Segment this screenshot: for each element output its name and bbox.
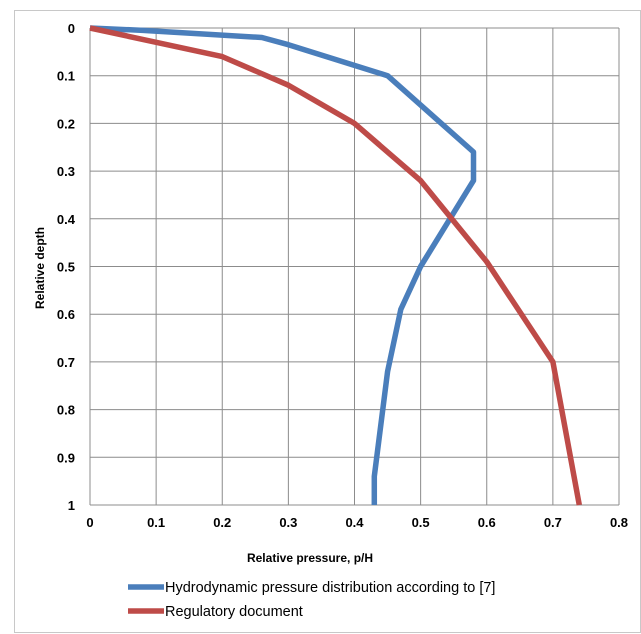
x-tick-label: 0.2	[213, 515, 231, 530]
legend-label: Hydrodynamic pressure distribution accor…	[165, 580, 495, 596]
series-lines	[89, 25, 583, 506]
y-tick-label: 0.2	[57, 116, 75, 131]
y-tick-label: 0.3	[57, 164, 75, 179]
y-tick-label: 0.1	[57, 69, 75, 84]
y-tick-label: 1	[68, 498, 75, 513]
y-tick-label: 0.5	[57, 260, 75, 275]
x-tick-label: 0.6	[478, 515, 496, 530]
y-tick-label: 0.9	[57, 450, 75, 465]
y-tick-label: 0.8	[57, 403, 75, 418]
x-tick-label: 0.8	[610, 515, 628, 530]
series-line-2	[89, 25, 583, 506]
y-tick-labels: 0 0.1 0.2 0.3 0.4 0.5 0.6 0.7 0.8 0.9 1	[57, 21, 76, 513]
y-tick-label: 0	[68, 21, 75, 36]
y-tick-label: 0.6	[57, 307, 75, 322]
x-axis-title: Relative pressure, p/H	[247, 551, 373, 565]
y-axis-title: Relative depth	[33, 227, 47, 309]
legend: Hydrodynamic pressure distribution accor…	[128, 580, 495, 620]
x-tick-label: 0.7	[544, 515, 562, 530]
chart-border	[14, 10, 641, 633]
x-tick-label: 0.5	[412, 515, 430, 530]
y-tick-label: 0.4	[57, 212, 76, 227]
series-line-1	[89, 25, 477, 505]
x-tick-label: 0.1	[147, 515, 165, 530]
x-tick-label: 0.3	[279, 515, 297, 530]
y-tick-label: 0.7	[57, 355, 75, 370]
x-tick-labels: 0 0.1 0.2 0.3 0.4 0.5 0.6 0.7 0.8	[86, 515, 628, 530]
legend-label: Regulatory document	[165, 604, 303, 620]
x-tick-label: 0.4	[345, 515, 364, 530]
x-tick-label: 0	[86, 515, 93, 530]
